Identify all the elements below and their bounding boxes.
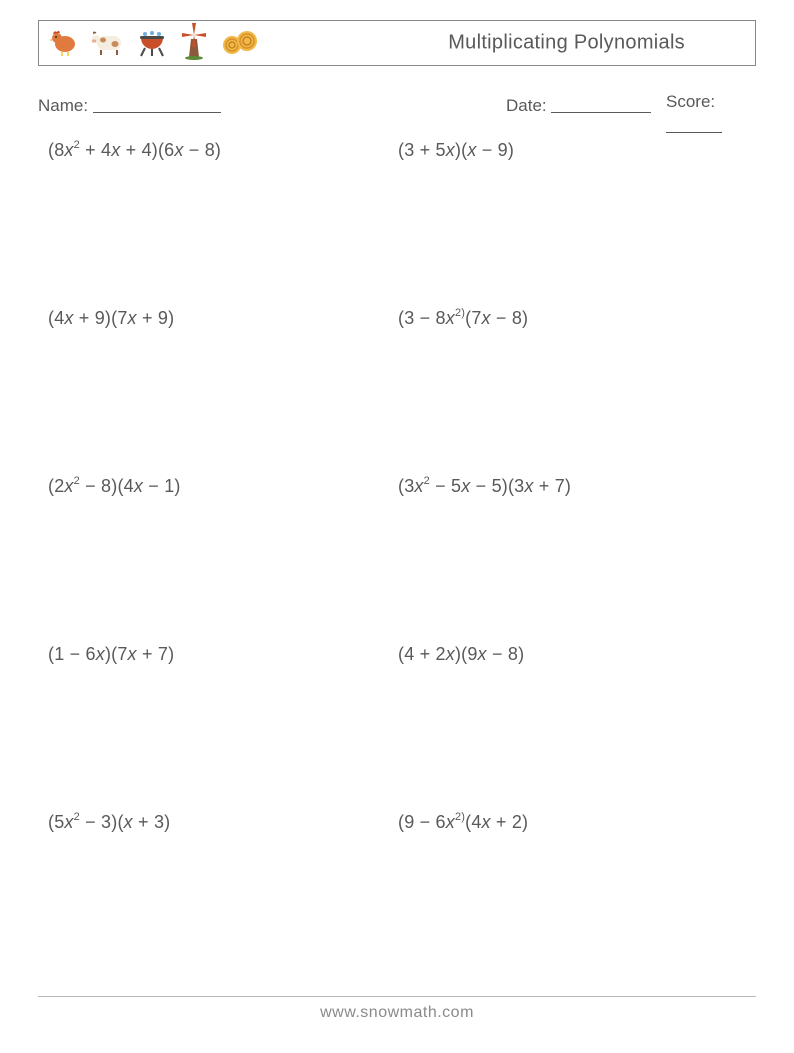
header-box: Multiplicating Polynomials — [38, 20, 756, 66]
header-icons — [47, 21, 259, 66]
problem-left: (1 − 6x)(7x + 7) — [48, 644, 398, 666]
problem-right: (3x2 − 5x − 5)(3x + 7) — [398, 476, 748, 498]
problem-left: (4x + 9)(7x + 9) — [48, 308, 398, 330]
problem-right: (4 + 2x)(9x − 8) — [398, 644, 748, 666]
date-field: Date: — [506, 92, 651, 116]
bbq-icon — [135, 24, 169, 63]
score-blank[interactable] — [666, 114, 722, 133]
score-field: Score: — [666, 92, 756, 136]
problem-row: (4x + 9)(7x + 9)(3 − 8x2)(7x − 8) — [48, 308, 748, 476]
score-label: Score: — [666, 92, 715, 111]
date-label: Date: — [506, 96, 547, 115]
problem-left: (2x2 − 8)(4x − 1) — [48, 476, 398, 498]
windmill-icon — [177, 21, 211, 66]
footer-rule — [38, 996, 756, 997]
problem-row: (2x2 − 8)(4x − 1)(3x2 − 5x − 5)(3x + 7) — [48, 476, 748, 644]
problem-right: (3 − 8x2)(7x − 8) — [398, 308, 748, 330]
name-blank[interactable] — [93, 94, 221, 113]
footer-text: www.snowmath.com — [0, 1004, 794, 1022]
problem-row: (8x2 + 4x + 4)(6x − 8)(3 + 5x)(x − 9) — [48, 140, 748, 308]
problem-left: (5x2 − 3)(x + 3) — [48, 812, 398, 834]
date-blank[interactable] — [551, 94, 651, 113]
problem-right: (9 − 6x2)(4x + 2) — [398, 812, 748, 834]
problem-row: (5x2 − 3)(x + 3)(9 − 6x2)(4x + 2) — [48, 812, 748, 980]
name-field: Name: — [38, 92, 221, 116]
problems-grid: (8x2 + 4x + 4)(6x − 8)(3 + 5x)(x − 9)(4x… — [48, 140, 748, 980]
hay-icon — [219, 24, 259, 63]
problem-row: (1 − 6x)(7x + 7)(4 + 2x)(9x − 8) — [48, 644, 748, 812]
problem-left: (8x2 + 4x + 4)(6x − 8) — [48, 140, 398, 162]
cow-icon — [89, 24, 127, 63]
problem-right: (3 + 5x)(x − 9) — [398, 140, 748, 162]
chicken-icon — [47, 24, 81, 63]
worksheet-title: Multiplicating Polynomials — [448, 32, 685, 55]
name-label: Name: — [38, 96, 88, 115]
meta-row: Name: Date: Score: — [38, 92, 756, 116]
